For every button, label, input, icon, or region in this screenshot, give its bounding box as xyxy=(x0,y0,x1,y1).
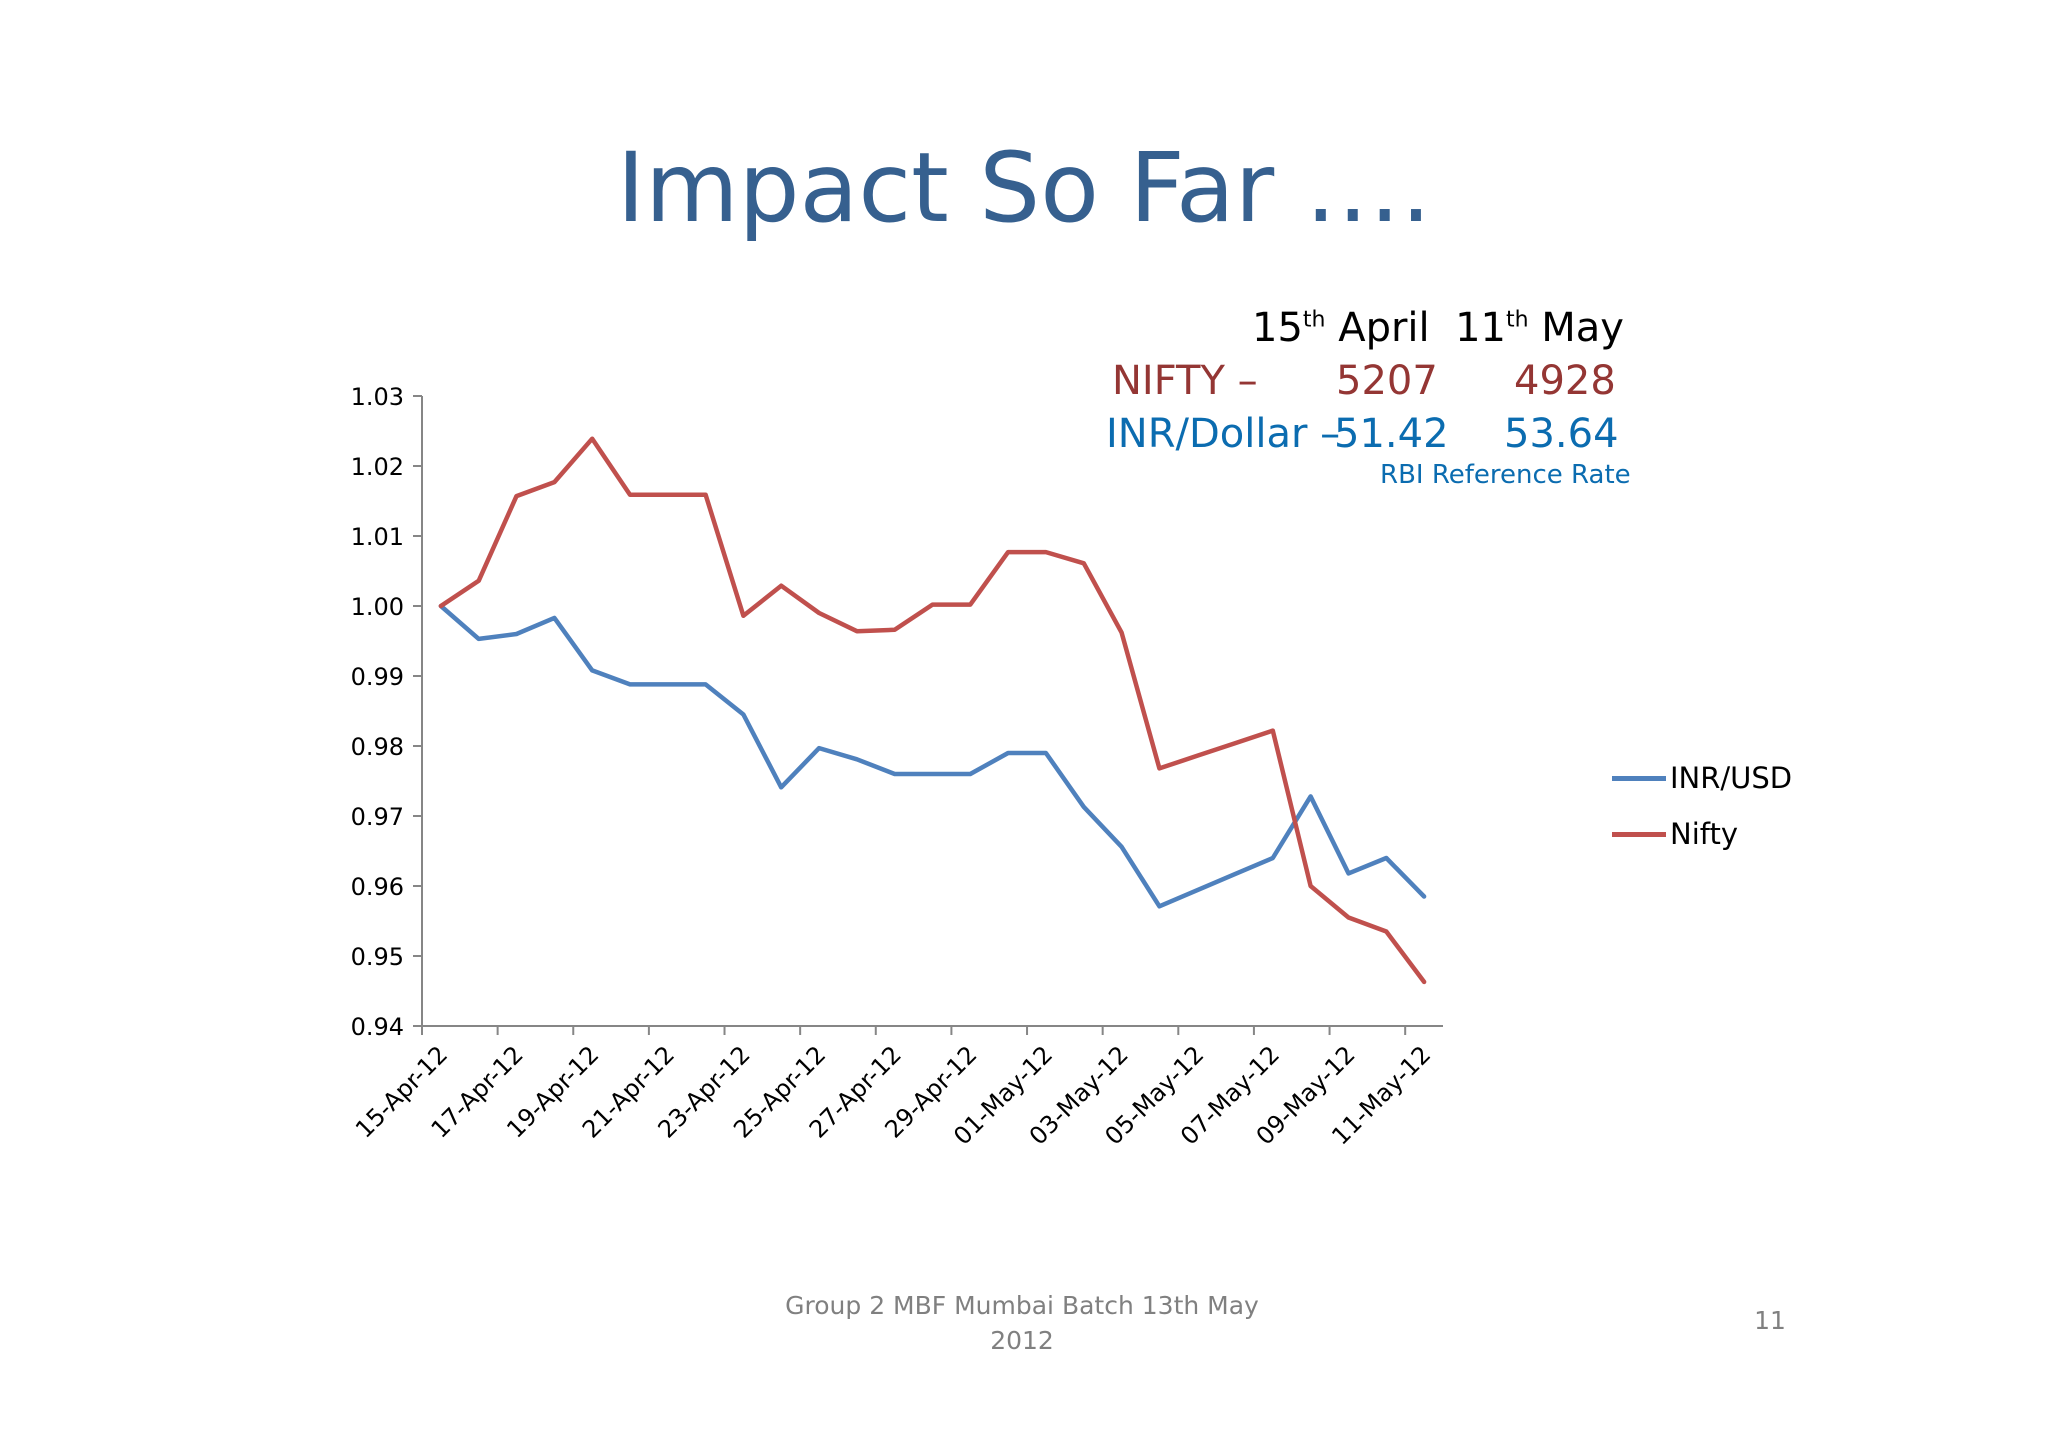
inr-end-value: 53.64 xyxy=(1504,411,1619,457)
y-tick-label: 0.97 xyxy=(351,803,404,831)
legend-line-inr-usd xyxy=(1612,776,1666,781)
page-number: 11 xyxy=(1754,1306,1786,1335)
series-line-inr-usd xyxy=(438,603,1427,909)
y-tick-label: 1.03 xyxy=(351,383,404,411)
nifty-start-value: 5207 xyxy=(1336,358,1438,404)
chart-axes xyxy=(413,395,1443,1035)
x-axis-labels: 15-Apr-1217-Apr-1219-Apr-1221-Apr-1223-A… xyxy=(350,1040,1436,1150)
y-tick-label: 0.95 xyxy=(351,943,404,971)
inr-start-value: 51.42 xyxy=(1334,411,1449,457)
date2-number: 11 xyxy=(1455,305,1506,351)
rbi-reference-note: RBI Reference Rate xyxy=(1380,460,1631,490)
y-axis-labels: 0.94 0.95 0.96 0.97 0.98 0.99 1.00 1.01 1.02 1.03 xyxy=(351,383,404,1041)
footer-line-1: Group 2 MBF Mumbai Batch 13th May xyxy=(785,1291,1259,1320)
info-dates-row: 15th April 11th May xyxy=(1252,308,1624,348)
date1-suffix: th xyxy=(1302,307,1326,333)
slide-title: Impact So Far …. xyxy=(616,132,1432,244)
footer-line-2: 2012 xyxy=(990,1326,1054,1355)
y-tick-label: 1.02 xyxy=(351,453,404,481)
date2-suffix: th xyxy=(1505,307,1529,333)
date2-month: May xyxy=(1541,305,1624,351)
inr-label: INR/Dollar – xyxy=(1106,411,1341,457)
nifty-label: NIFTY – xyxy=(1112,358,1258,404)
y-tick-label: 0.98 xyxy=(351,733,404,761)
y-tick-label: 1.01 xyxy=(351,523,404,551)
nifty-end-value: 4928 xyxy=(1514,358,1616,404)
y-tick-label: 0.94 xyxy=(351,1013,404,1041)
legend-label-nifty: Nifty xyxy=(1670,817,1738,851)
date1-number: 15 xyxy=(1252,305,1303,351)
series-line-nifty xyxy=(438,436,1427,985)
y-tick-label: 0.99 xyxy=(351,663,404,691)
y-tick-label: 0.96 xyxy=(351,873,404,901)
chart-series xyxy=(438,436,1427,985)
footer: Group 2 MBF Mumbai Batch 13th May 2012 xyxy=(772,1288,1272,1358)
date1-month: April xyxy=(1338,305,1430,351)
y-tick-label: 1.00 xyxy=(351,593,404,621)
legend-label-inr-usd: INR/USD xyxy=(1670,761,1793,795)
legend-line-nifty xyxy=(1612,832,1666,837)
